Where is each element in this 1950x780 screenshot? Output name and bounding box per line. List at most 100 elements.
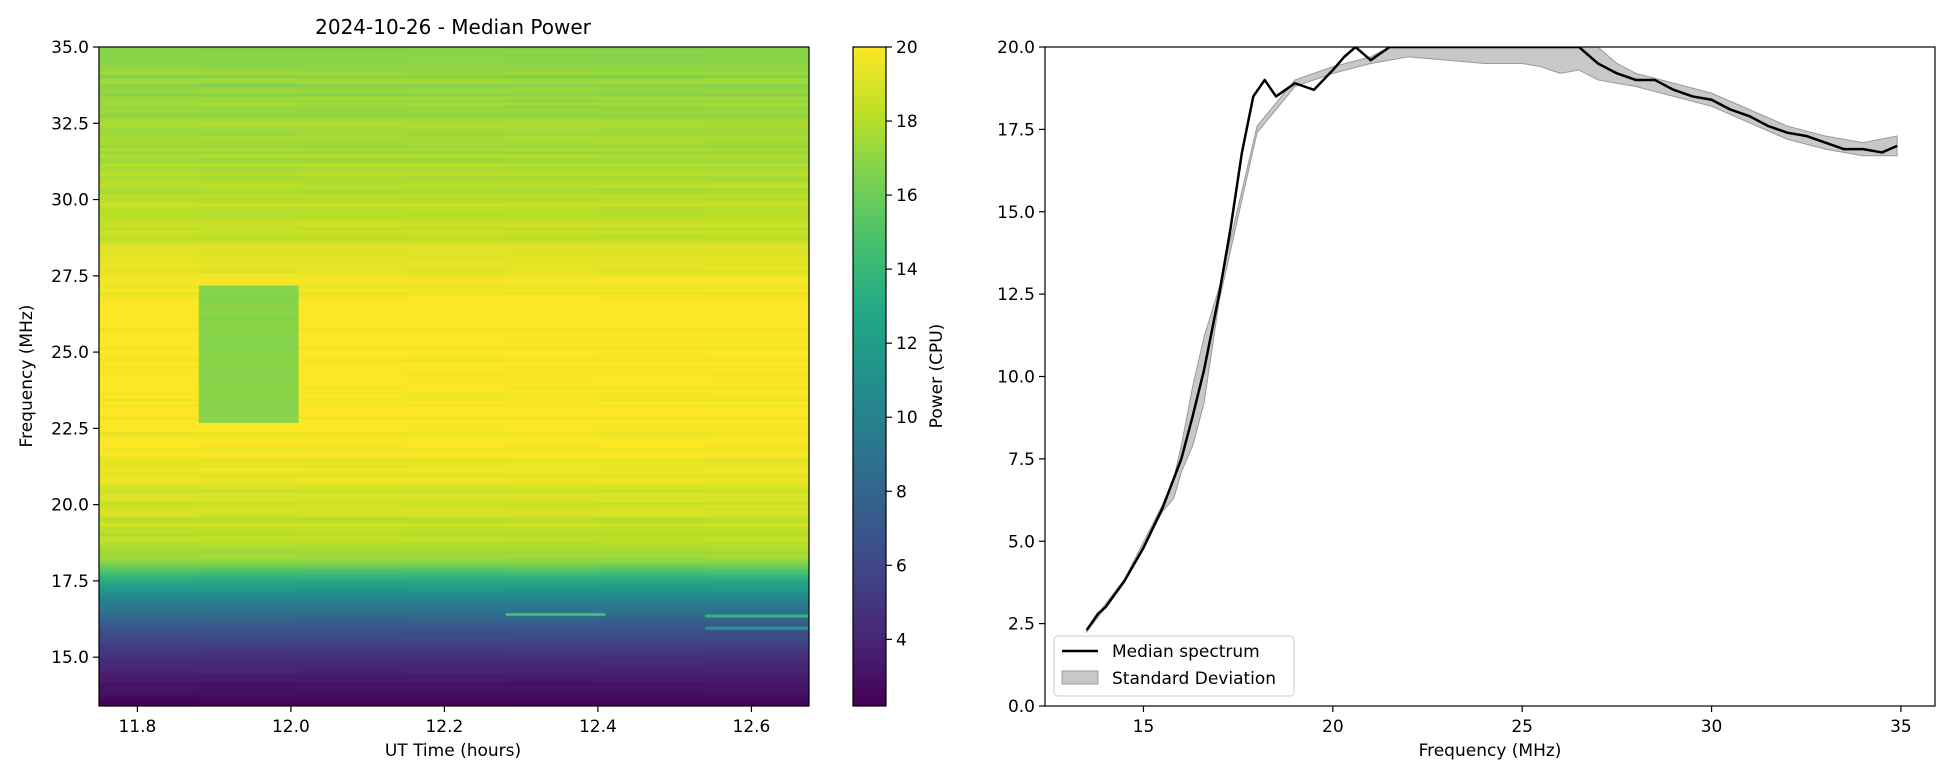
heatmap-cell — [99, 580, 200, 585]
heatmap-cell — [705, 352, 809, 356]
heatmap-cell — [406, 217, 507, 222]
heatmap-cell — [99, 187, 200, 191]
heatmap-cell — [198, 275, 300, 280]
heatmap-cell — [99, 513, 200, 518]
heatmap-cell — [406, 644, 507, 649]
heatmap-cell — [597, 248, 706, 253]
heatmap-cell — [198, 635, 300, 640]
heatmap-x-tick-label: 12.2 — [425, 717, 463, 737]
heatmap-cell — [597, 138, 706, 143]
heatmap-cell — [99, 333, 200, 338]
heatmap-cell — [298, 59, 407, 63]
heatmap-cell — [298, 471, 407, 475]
heatmap-cell — [406, 71, 507, 76]
heatmap-cell — [406, 199, 507, 204]
heatmap-cell — [198, 202, 300, 207]
heatmap-cell — [406, 587, 507, 591]
heatmap-cell — [505, 602, 599, 606]
heatmap-cell — [597, 526, 706, 530]
heatmap-cell — [298, 651, 407, 655]
heatmap-cell — [298, 373, 407, 378]
heatmap-cell — [597, 522, 706, 527]
heatmap-cell — [198, 446, 300, 451]
heatmap-cell — [406, 461, 507, 466]
heatmap-cell — [705, 583, 809, 588]
heatmap-cell — [505, 452, 599, 457]
heatmap-cell — [705, 367, 809, 371]
heatmap-cell — [505, 608, 599, 613]
heatmap-cell — [198, 611, 300, 616]
heatmap-cell — [99, 541, 200, 545]
heatmap-cell — [198, 541, 300, 545]
heatmap-cell — [99, 202, 200, 207]
heatmap-cell — [705, 532, 809, 536]
heatmap-cell — [298, 251, 407, 256]
heatmap-cell — [198, 394, 300, 399]
heatmap-cell — [198, 458, 300, 463]
heatmap-cell — [298, 98, 407, 103]
heatmap-cell — [99, 165, 200, 170]
spectrum-y-tick-label: 5.0 — [1008, 532, 1035, 552]
heatmap-cell — [705, 605, 809, 609]
heatmap-cell — [597, 617, 706, 622]
heatmap-cell — [705, 529, 809, 533]
heatmap-cell — [298, 150, 407, 155]
heatmap-cell — [705, 657, 809, 661]
heatmap-cell — [99, 648, 200, 652]
heatmap-cell — [198, 461, 300, 466]
heatmap-cell — [597, 330, 706, 335]
heatmap-cell — [198, 507, 300, 512]
heatmap-cell — [705, 635, 809, 640]
spectrum-y-tick-label: 17.5 — [997, 120, 1035, 140]
heatmap-cell — [406, 138, 507, 143]
heatmap-cell — [705, 330, 809, 335]
heatmap-cell — [597, 153, 706, 158]
heatmap-cell — [597, 535, 706, 539]
heatmap-cell — [99, 477, 200, 481]
heatmap-cell — [198, 162, 300, 167]
heatmap-cell — [99, 663, 200, 667]
heatmap-cell — [99, 349, 200, 353]
heatmap-cell — [505, 59, 599, 63]
heatmap-cell — [99, 699, 200, 704]
heatmap-cell — [298, 68, 407, 73]
heatmap-cell — [198, 62, 300, 66]
heatmap-cell — [406, 303, 507, 307]
heatmap-cell — [298, 355, 407, 359]
heatmap-cell — [505, 172, 599, 176]
heatmap-cell — [597, 89, 706, 94]
heatmap-cell — [406, 59, 507, 63]
heatmap-cell — [597, 263, 706, 268]
heatmap-cell — [198, 114, 300, 118]
heatmap-cell — [298, 522, 407, 527]
heatmap-cell — [99, 681, 200, 686]
heatmap-cell — [597, 47, 706, 51]
heatmap-cell — [505, 516, 599, 521]
heatmap-cell — [198, 510, 300, 515]
heatmap-cell — [298, 605, 407, 609]
heatmap-cell — [99, 98, 200, 103]
heatmap-cell — [505, 675, 599, 680]
heatmap-cell — [198, 147, 300, 152]
heatmap-cell — [505, 370, 599, 375]
spectrum-x-tick-label: 20 — [1322, 717, 1344, 737]
heatmap-cell — [406, 498, 507, 503]
heatmap-cell — [298, 574, 407, 579]
heatmap-cell — [597, 660, 706, 664]
heatmap-cell — [99, 666, 200, 670]
heatmap-cell — [99, 635, 200, 640]
heatmap-cell — [597, 556, 706, 561]
heatmap-cell — [505, 217, 599, 222]
heatmap-cell — [505, 657, 599, 661]
heatmap-cell — [298, 541, 407, 545]
heatmap-cell — [406, 184, 507, 188]
heatmap-cell — [99, 266, 200, 271]
heatmap-cell — [198, 260, 300, 265]
heatmap-cell — [406, 318, 507, 323]
heatmap-cell — [505, 269, 599, 274]
heatmap-cell — [198, 342, 300, 347]
heatmap-cell — [406, 239, 507, 243]
heatmap-cell — [298, 132, 407, 137]
heatmap-cell — [705, 513, 809, 518]
heatmap-cell — [298, 495, 407, 500]
